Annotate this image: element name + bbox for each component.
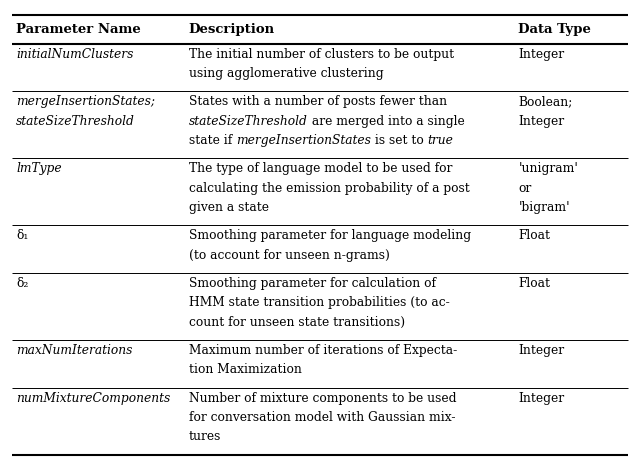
Text: mergeInsertionStates: mergeInsertionStates bbox=[236, 134, 371, 147]
Text: Float: Float bbox=[518, 229, 550, 242]
Text: Boolean;: Boolean; bbox=[518, 95, 573, 108]
Text: (to account for unseen n-grams): (to account for unseen n-grams) bbox=[189, 249, 390, 262]
Text: Smoothing parameter for calculation of: Smoothing parameter for calculation of bbox=[189, 277, 436, 290]
Text: Integer: Integer bbox=[518, 48, 564, 61]
Text: mergeInsertionStates;: mergeInsertionStates; bbox=[16, 95, 155, 108]
Text: stateSizeThreshold: stateSizeThreshold bbox=[189, 115, 308, 128]
Text: state if: state if bbox=[189, 134, 236, 147]
Text: 'bigram': 'bigram' bbox=[518, 201, 570, 214]
Text: Description: Description bbox=[189, 23, 275, 36]
Text: Data Type: Data Type bbox=[518, 23, 591, 36]
Text: δ₁: δ₁ bbox=[16, 229, 28, 242]
Text: calculating the emission probability of a post: calculating the emission probability of … bbox=[189, 182, 470, 195]
Text: Float: Float bbox=[518, 277, 550, 290]
Text: are merged into a single: are merged into a single bbox=[308, 115, 465, 128]
Text: The type of language model to be used for: The type of language model to be used fo… bbox=[189, 162, 452, 175]
Text: HMM state transition probabilities (to ac-: HMM state transition probabilities (to a… bbox=[189, 296, 449, 309]
Text: is set to: is set to bbox=[371, 134, 428, 147]
Text: Parameter Name: Parameter Name bbox=[16, 23, 141, 36]
Text: tures: tures bbox=[189, 430, 221, 443]
Text: true: true bbox=[428, 134, 453, 147]
Text: 'unigram': 'unigram' bbox=[518, 162, 579, 175]
Text: δ₂: δ₂ bbox=[16, 277, 28, 290]
Text: Integer: Integer bbox=[518, 344, 564, 357]
Text: lmType: lmType bbox=[16, 162, 61, 175]
Text: stateSizeThreshold: stateSizeThreshold bbox=[16, 115, 135, 128]
Text: The initial number of clusters to be output: The initial number of clusters to be out… bbox=[189, 48, 454, 61]
Text: Maximum number of iterations of Expecta-: Maximum number of iterations of Expecta- bbox=[189, 344, 457, 357]
Text: for conversation model with Gaussian mix-: for conversation model with Gaussian mix… bbox=[189, 411, 455, 424]
Text: numMixtureComponents: numMixtureComponents bbox=[16, 392, 170, 405]
Text: maxNumIterations: maxNumIterations bbox=[16, 344, 132, 357]
Text: or: or bbox=[518, 182, 532, 195]
Text: given a state: given a state bbox=[189, 201, 269, 214]
Text: using agglomerative clustering: using agglomerative clustering bbox=[189, 67, 383, 80]
Text: count for unseen state transitions): count for unseen state transitions) bbox=[189, 316, 405, 329]
Text: Integer: Integer bbox=[518, 115, 564, 128]
Text: tion Maximization: tion Maximization bbox=[189, 363, 301, 376]
Text: Smoothing parameter for language modeling: Smoothing parameter for language modelin… bbox=[189, 229, 471, 242]
Text: States with a number of posts fewer than: States with a number of posts fewer than bbox=[189, 95, 447, 108]
Text: Integer: Integer bbox=[518, 392, 564, 405]
Text: initialNumClusters: initialNumClusters bbox=[16, 48, 133, 61]
Text: Number of mixture components to be used: Number of mixture components to be used bbox=[189, 392, 456, 405]
